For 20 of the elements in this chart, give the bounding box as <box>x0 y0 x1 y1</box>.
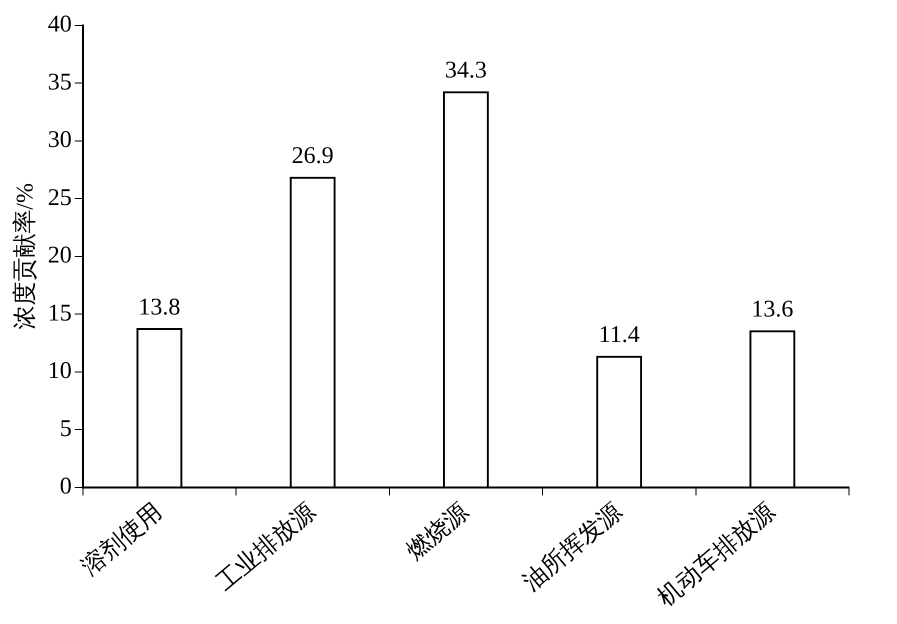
x-tick-label: 油所挥发源 <box>518 498 628 596</box>
y-tick-label: 15 <box>48 300 72 326</box>
x-tick-label: 工业排放源 <box>212 498 321 596</box>
y-tick-label: 10 <box>48 358 72 384</box>
x-tick-label: 机动车排放源 <box>652 498 780 612</box>
y-tick-label: 5 <box>60 416 72 442</box>
data-label: 26.9 <box>292 142 334 169</box>
x-tick-label: 溶剂使用 <box>76 498 168 581</box>
data-label: 11.4 <box>598 322 640 348</box>
data-label: 34.3 <box>444 58 487 84</box>
y-tick-label: 30 <box>48 127 72 154</box>
data-label: 13.6 <box>751 296 794 323</box>
y-tick-label: 35 <box>48 69 72 96</box>
y-tick-label: 25 <box>48 184 72 211</box>
y-tick-label: 40 <box>48 12 72 38</box>
y-axis-title: 浓度贡献率/% <box>12 183 39 330</box>
x-tick-label: 燃烧源 <box>402 498 474 566</box>
y-tick-label: 0 <box>60 474 72 500</box>
data-label: 13.8 <box>138 294 180 320</box>
y-tick-label: 20 <box>48 242 72 269</box>
